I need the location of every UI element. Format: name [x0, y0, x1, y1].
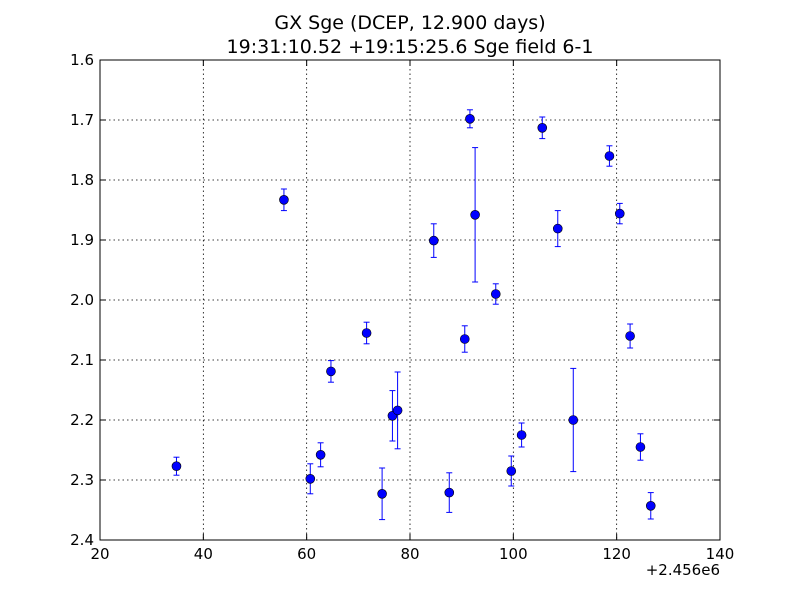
- y-tick-label: 1.6: [70, 51, 94, 69]
- x-tick-label: 140: [706, 545, 735, 563]
- data-point: [444, 487, 455, 498]
- data-point: [326, 366, 336, 377]
- x-tick-label: 100: [499, 545, 528, 563]
- data-point: [377, 488, 387, 499]
- data-point: [645, 500, 656, 511]
- x-offset-label: +2.456e6: [646, 561, 720, 579]
- x-tick-label: 80: [400, 545, 419, 563]
- y-tick-labels: 1.6 1.7 1.8 1.9 2.0 2.1 2.2 2.3 2.4: [70, 51, 94, 549]
- data-point: [279, 195, 289, 205]
- x-tick-label: 20: [90, 545, 109, 563]
- ticks: [99, 59, 721, 541]
- y-tick-label: 2.0: [70, 291, 94, 309]
- data-point: [470, 210, 480, 220]
- data-point: [490, 289, 501, 299]
- data-point: [361, 328, 372, 338]
- data-point: [315, 449, 326, 460]
- x-tick-label: 40: [194, 545, 213, 563]
- data-point: [459, 334, 470, 344]
- data-point: [171, 461, 182, 472]
- data-point: [625, 331, 635, 341]
- data-point: [428, 235, 439, 246]
- data-point: [568, 415, 579, 425]
- data-point: [465, 114, 475, 124]
- chart-title: GX Sge (DCEP, 12.900 days): [274, 12, 545, 34]
- y-tick-label: 1.8: [70, 171, 94, 189]
- chart-subtitle: 19:31:10.52 +19:15:25.6 Sge field 6-1: [227, 36, 594, 58]
- data-points: [171, 114, 656, 511]
- data-point: [614, 208, 625, 219]
- data-point: [552, 223, 563, 234]
- x-tick-label: 120: [602, 545, 631, 563]
- data-point: [516, 430, 527, 440]
- data-point: [506, 466, 517, 476]
- data-point: [635, 442, 646, 452]
- data-point: [604, 151, 615, 161]
- y-tick-label: 2.3: [70, 471, 94, 489]
- grid: [100, 60, 720, 540]
- y-tick-label: 2.2: [70, 411, 94, 429]
- data-point: [537, 123, 548, 133]
- y-tick-label: 1.9: [70, 231, 94, 249]
- y-tick-label: 2.4: [70, 531, 94, 549]
- data-point: [392, 405, 403, 416]
- data-point: [305, 473, 316, 484]
- y-tick-label: 2.1: [70, 351, 94, 369]
- x-tick-label: 60: [297, 545, 316, 563]
- y-tick-label: 1.7: [70, 111, 94, 129]
- x-tick-labels: 20 40 60 80 100 120 140: [90, 545, 734, 563]
